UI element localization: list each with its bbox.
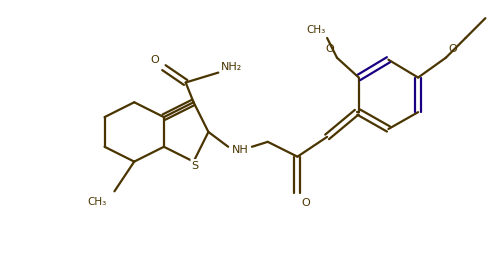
Text: O: O [325,44,334,54]
Text: CH₃: CH₃ [87,196,107,207]
Text: O: O [302,197,310,208]
Text: CH₃: CH₃ [306,25,325,35]
Text: NH: NH [232,144,248,154]
Text: S: S [191,160,198,170]
Text: O: O [449,44,458,54]
Text: NH₂: NH₂ [221,61,243,71]
Text: O: O [150,54,159,65]
